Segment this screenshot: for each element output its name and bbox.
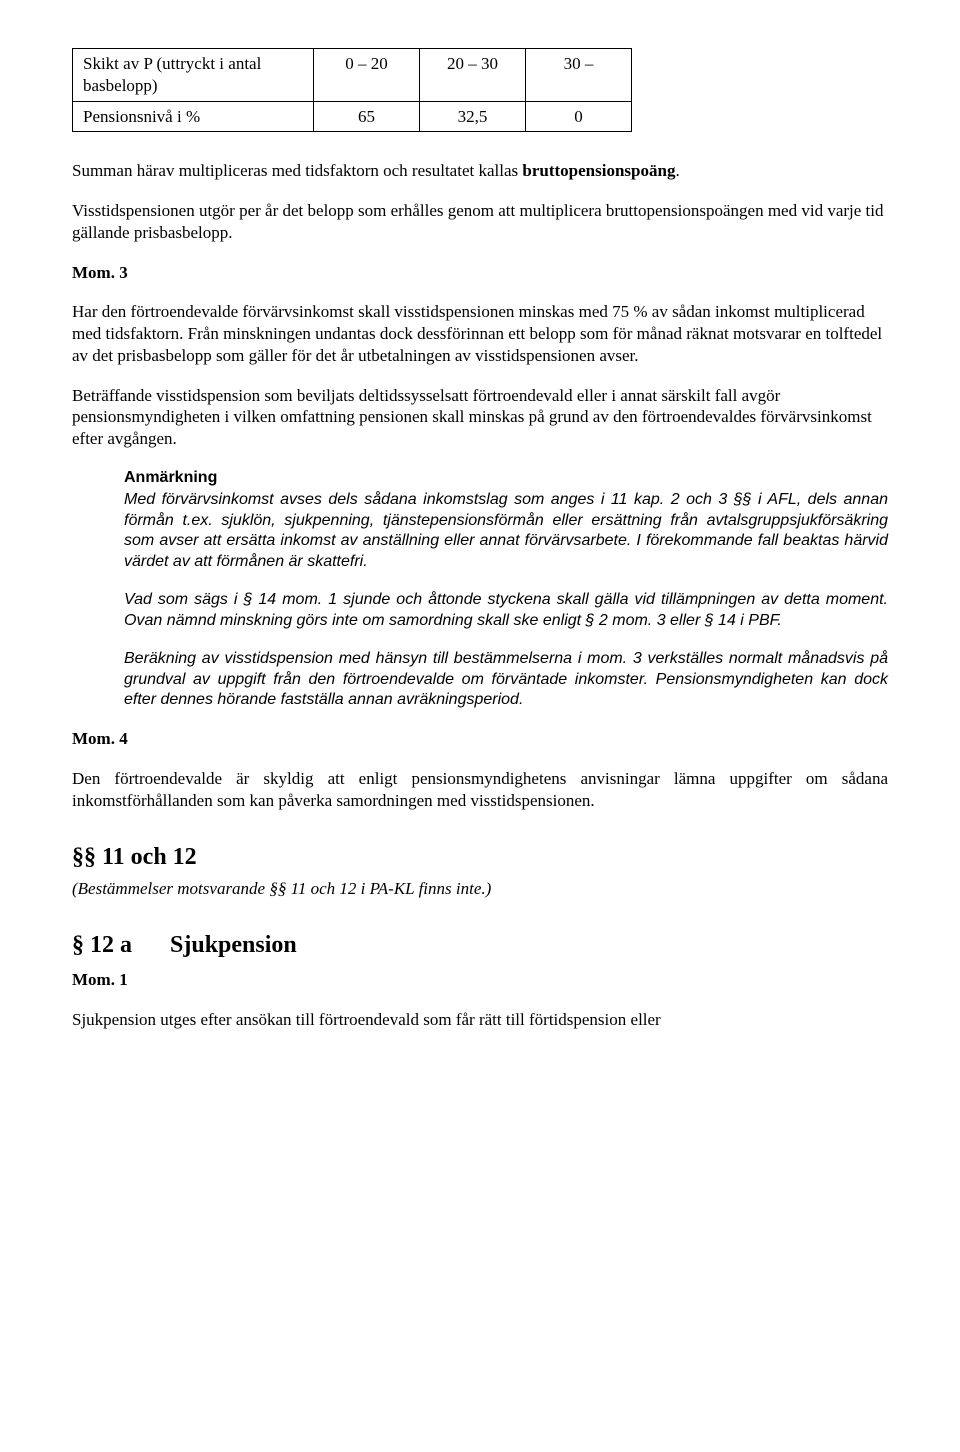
annotation-heading: Anmärkning (124, 468, 888, 488)
bold-term: bruttopensionspoäng (522, 161, 675, 180)
mom-heading: Mom. 1 (72, 969, 888, 991)
section-heading: § 12 a Sjukpension (72, 930, 888, 961)
cell-text: basbelopp) (83, 76, 158, 95)
table-cell: 20 – 30 (420, 49, 526, 102)
section-subline: (Bestämmelser motsvarande §§ 11 och 12 i… (72, 878, 888, 900)
table-cell: 0 (526, 101, 632, 132)
text: Summan härav multipliceras med tidsfakto… (72, 161, 522, 180)
text: . (675, 161, 679, 180)
table-cell: 0 – 20 (314, 49, 420, 102)
section-number: § 12 a (72, 932, 132, 958)
table-cell: 30 – (526, 49, 632, 102)
table-cell: Skikt av P (uttryckt i antal basbelopp) (73, 49, 314, 102)
paragraph: Har den förtroendevalde förvärvsinkomst … (72, 301, 888, 366)
paragraph: Den förtroendevalde är skyldig att enlig… (72, 768, 888, 812)
section-heading: §§ 11 och 12 (72, 842, 888, 873)
mom-heading: Mom. 4 (72, 728, 888, 750)
annotation-paragraph: Med förvärvsinkomst avses dels sådana in… (124, 490, 888, 572)
paragraph: Beträffande visstidspension som beviljat… (72, 385, 888, 450)
cell-text: Skikt av P (uttryckt i antal (83, 54, 261, 73)
section-title: Sjukpension (170, 932, 297, 958)
table-cell: 32,5 (420, 101, 526, 132)
paragraph: Sjukpension utges efter ansökan till för… (72, 1009, 888, 1031)
table-cell: Pensionsnivå i % (73, 101, 314, 132)
annotation-paragraph: Beräkning av visstidspension med hänsyn … (124, 649, 888, 710)
annotation-block: Anmärkning Med förvärvsinkomst avses del… (124, 468, 888, 711)
paragraph: Summan härav multipliceras med tidsfakto… (72, 160, 888, 182)
table-cell: 65 (314, 101, 420, 132)
pension-table: Skikt av P (uttryckt i antal basbelopp) … (72, 48, 632, 132)
annotation-paragraph: Vad som sägs i § 14 mom. 1 sjunde och åt… (124, 590, 888, 631)
paragraph: Visstidspensionen utgör per år det belop… (72, 200, 888, 244)
mom-heading: Mom. 3 (72, 262, 888, 284)
